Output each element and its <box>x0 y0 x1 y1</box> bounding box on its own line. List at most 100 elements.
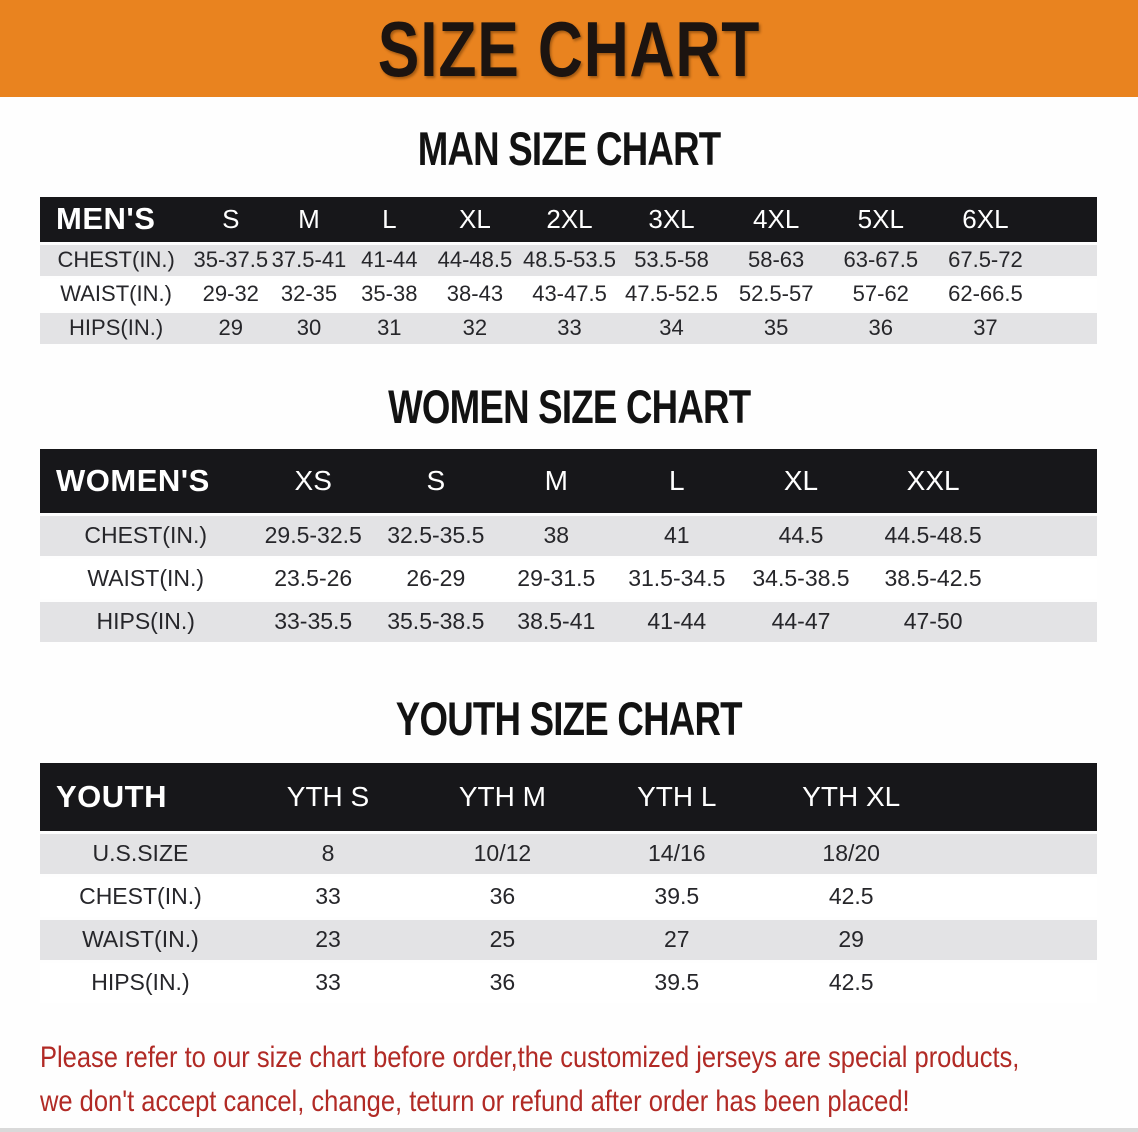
measurement-cell: 57-62 <box>828 278 934 310</box>
measurement-cell: 41-44 <box>348 244 430 276</box>
measurement-cell: 31 <box>348 312 430 344</box>
mens-size-column-header: 4XL <box>723 196 829 242</box>
measurement-cell: 35 <box>723 312 829 344</box>
mens-size-column-header: XL <box>430 196 520 242</box>
row-spacer <box>938 833 1097 874</box>
mens-chart-section: MAN SIZE CHART MEN'S S M L XL 2XL 3XL 4XL 5XL 6XL C… <box>0 124 1138 347</box>
row-spacer <box>1037 312 1097 344</box>
measurement-cell: 29-32 <box>192 278 270 310</box>
measurement-cell: 48.5-53.5 <box>519 244 620 276</box>
measurement-cell: 36 <box>415 876 590 917</box>
measurement-cell: 29.5-32.5 <box>251 515 376 556</box>
mens-size-table: MEN'S S M L XL 2XL 3XL 4XL 5XL 6XL CHEST(IN.) 35-37… <box>40 194 1097 347</box>
mens-size-column-header: M <box>269 196 349 242</box>
measurement-cell: 29 <box>764 919 939 960</box>
womens-size-column-header: XL <box>737 448 865 513</box>
table-row: HIPS(IN.) 29 30 31 32 33 34 35 36 37 <box>40 312 1097 344</box>
youth-header-row: YOUTH YTH S YTH M YTH L YTH XL <box>40 762 1097 831</box>
table-row: U.S.SIZE 8 10/12 14/16 18/20 <box>40 833 1097 874</box>
row-spacer <box>1001 515 1097 556</box>
youth-size-column-header: YTH L <box>589 762 764 831</box>
table-row: CHEST(IN.) 29.5-32.5 32.5-35.5 38 41 44.5 44.5… <box>40 515 1097 556</box>
womens-size-column-header: S <box>375 448 497 513</box>
youth-table-title: YOUTH <box>40 762 241 831</box>
youth-size-column-header: YTH XL <box>764 762 939 831</box>
measurement-cell: 27 <box>589 919 764 960</box>
measurement-cell: 18/20 <box>764 833 939 874</box>
womens-size-column-header: M <box>496 448 617 513</box>
youth-size-column-header: YTH M <box>415 762 590 831</box>
row-spacer <box>938 919 1097 960</box>
measurement-cell: 35-38 <box>348 278 430 310</box>
measurement-cell: 39.5 <box>589 962 764 1003</box>
mens-table-title: MEN'S <box>40 196 193 242</box>
measurement-cell: 41-44 <box>616 601 738 642</box>
table-row: WAIST(IN.) 23.5-26 26-29 29-31.5 31.5-34.5 34… <box>40 558 1097 599</box>
table-row: WAIST(IN.) 29-32 32-35 35-38 38-43 43-47.5 47.… <box>40 278 1097 310</box>
youth-chart-section: YOUTH SIZE CHART YOUTH YTH S YTH M YTH L YTH … <box>0 691 1138 1006</box>
row-label: CHEST(IN.) <box>40 515 252 556</box>
measurement-cell: 37.5-41 <box>269 244 349 276</box>
measurement-cell: 35-37.5 <box>192 244 270 276</box>
row-label: WAIST(IN.) <box>40 919 241 960</box>
mens-size-column-header: 5XL <box>828 196 934 242</box>
table-row: CHEST(IN.) 33 36 39.5 42.5 <box>40 876 1097 917</box>
measurement-cell: 44.5 <box>737 515 865 556</box>
row-spacer <box>938 962 1097 1003</box>
womens-chart-section: WOMEN SIZE CHART WOMEN'S XS S M L XL XXL CHEST(I… <box>0 379 1138 645</box>
row-label: WAIST(IN.) <box>40 558 252 599</box>
measurement-cell: 38 <box>496 515 617 556</box>
measurement-cell: 29-31.5 <box>496 558 617 599</box>
womens-chart-heading-text: WOMEN SIZE CHART <box>387 379 751 433</box>
measurement-cell: 38.5-41 <box>496 601 617 642</box>
row-spacer <box>938 876 1097 917</box>
womens-chart-heading: WOMEN SIZE CHART <box>0 379 1138 433</box>
measurement-cell: 38.5-42.5 <box>864 558 1002 599</box>
row-spacer <box>1001 558 1097 599</box>
measurement-cell: 32-35 <box>269 278 349 310</box>
measurement-cell: 32 <box>430 312 520 344</box>
row-spacer <box>1001 601 1097 642</box>
measurement-cell: 44-47 <box>737 601 865 642</box>
measurement-cell: 44.5-48.5 <box>864 515 1002 556</box>
table-row: HIPS(IN.) 33 36 39.5 42.5 <box>40 962 1097 1003</box>
youth-chart-heading-text: YOUTH SIZE CHART <box>396 691 743 745</box>
measurement-cell: 47.5-52.5 <box>619 278 724 310</box>
womens-size-column-header: XS <box>251 448 376 513</box>
table-row: CHEST(IN.) 35-37.5 37.5-41 41-44 44-48.5 48.5… <box>40 244 1097 276</box>
row-label: WAIST(IN.) <box>40 278 193 310</box>
row-label: HIPS(IN.) <box>40 312 193 344</box>
measurement-cell: 33-35.5 <box>251 601 376 642</box>
mens-size-column-header: 6XL <box>933 196 1038 242</box>
table-row: HIPS(IN.) 33-35.5 35.5-38.5 38.5-41 41-44 44-… <box>40 601 1097 642</box>
mens-size-column-header: 3XL <box>619 196 724 242</box>
mens-chart-heading: MAN SIZE CHART <box>0 124 1138 174</box>
row-label: HIPS(IN.) <box>40 962 241 1003</box>
womens-header-row: WOMEN'S XS S M L XL XXL <box>40 448 1097 513</box>
womens-size-column-header: XXL <box>864 448 1002 513</box>
measurement-cell: 34.5-38.5 <box>737 558 865 599</box>
measurement-cell: 39.5 <box>589 876 764 917</box>
measurement-cell: 44-48.5 <box>430 244 520 276</box>
measurement-cell: 10/12 <box>415 833 590 874</box>
mens-header-spacer <box>1037 196 1097 242</box>
image-bottom-edge <box>0 1128 1138 1132</box>
measurement-cell: 8 <box>240 833 416 874</box>
measurement-cell: 37 <box>933 312 1038 344</box>
row-label: CHEST(IN.) <box>40 876 241 917</box>
womens-size-column-header: L <box>616 448 738 513</box>
measurement-cell: 35.5-38.5 <box>375 601 497 642</box>
measurement-cell: 43-47.5 <box>519 278 620 310</box>
measurement-cell: 30 <box>269 312 349 344</box>
measurement-cell: 23 <box>240 919 416 960</box>
measurement-cell: 34 <box>619 312 724 344</box>
row-label: U.S.SIZE <box>40 833 241 874</box>
row-spacer <box>1037 244 1097 276</box>
disclaimer: Please refer to our size chart before or… <box>40 1036 1138 1124</box>
measurement-cell: 26-29 <box>375 558 497 599</box>
measurement-cell: 32.5-35.5 <box>375 515 497 556</box>
mens-size-column-header: S <box>192 196 270 242</box>
measurement-cell: 14/16 <box>589 833 764 874</box>
mens-header-row: MEN'S S M L XL 2XL 3XL 4XL 5XL 6XL <box>40 196 1097 242</box>
youth-chart-heading: YOUTH SIZE CHART <box>0 691 1138 745</box>
